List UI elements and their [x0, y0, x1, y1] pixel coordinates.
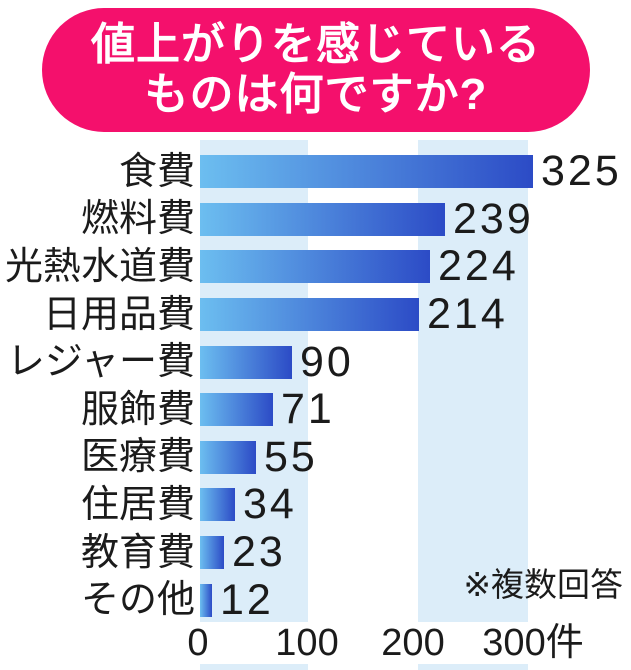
bar-row: 服飾費 71	[0, 386, 631, 434]
x-tick-label: 200	[381, 622, 445, 664]
bar-row: その他 12	[0, 576, 631, 624]
bar	[200, 202, 445, 236]
value-label: 224	[438, 242, 519, 291]
bar-row: 燃料費 239	[0, 196, 631, 244]
category-label: 医療費	[80, 436, 195, 479]
value-label: 12	[220, 575, 274, 624]
bar	[200, 536, 224, 570]
x-axis: 0 100 200 300件	[0, 622, 631, 664]
category-label: 教育費	[80, 531, 195, 574]
category-label: 住居費	[80, 483, 195, 526]
footnote: ※複数回答	[463, 566, 623, 603]
category-label: その他	[80, 579, 195, 622]
bar-row: 光熱水道費 224	[0, 243, 631, 291]
category-label: 服飾費	[80, 388, 195, 431]
bar	[200, 488, 235, 522]
x-tick-label: 300件	[482, 622, 584, 664]
x-tick-label: 100	[275, 622, 339, 664]
value-label: 55	[264, 432, 318, 481]
bar	[200, 155, 533, 189]
bar-row: 日用品費 214	[0, 291, 631, 339]
category-label: 食費	[118, 150, 195, 193]
bar	[200, 583, 212, 617]
category-label: 日用品費	[42, 293, 195, 336]
category-label: 光熱水道費	[4, 245, 195, 288]
x-tick-label: 0	[187, 622, 209, 664]
title-line-2: ものは何ですか?	[144, 70, 488, 119]
bar-row: 医療費 55	[0, 434, 631, 482]
bar-rows: 食費 325 燃料費 239 光熱水道費 224 日用品費 214 レジャー費 90 服飾費 71 医療…	[0, 148, 631, 624]
bar	[200, 250, 430, 284]
bar-row: 教育費 23	[0, 529, 631, 577]
bar-row: レジャー費 90	[0, 338, 631, 386]
value-label: 239	[453, 194, 534, 243]
value-label: 23	[232, 528, 286, 577]
value-label: 34	[243, 480, 297, 529]
bar	[200, 345, 292, 379]
value-label: 90	[300, 337, 354, 386]
value-label: 325	[541, 147, 622, 196]
title-line-1: 値上がりを感じている	[91, 20, 541, 69]
bar-chart: 食費 325 燃料費 239 光熱水道費 224 日用品費 214 レジャー費 90 服飾費 71 医療…	[0, 140, 631, 670]
value-label: 214	[427, 290, 508, 339]
bar-row: 住居費 34	[0, 481, 631, 529]
category-label: 燃料費	[80, 198, 195, 241]
bar	[200, 393, 273, 427]
bar-row: 食費 325	[0, 148, 631, 196]
title-banner: 値上がりを感じている ものは何ですか?	[42, 8, 590, 132]
value-label: 71	[281, 385, 335, 434]
category-label: レジャー費	[6, 341, 195, 384]
bar	[200, 440, 256, 474]
bar	[200, 298, 419, 332]
